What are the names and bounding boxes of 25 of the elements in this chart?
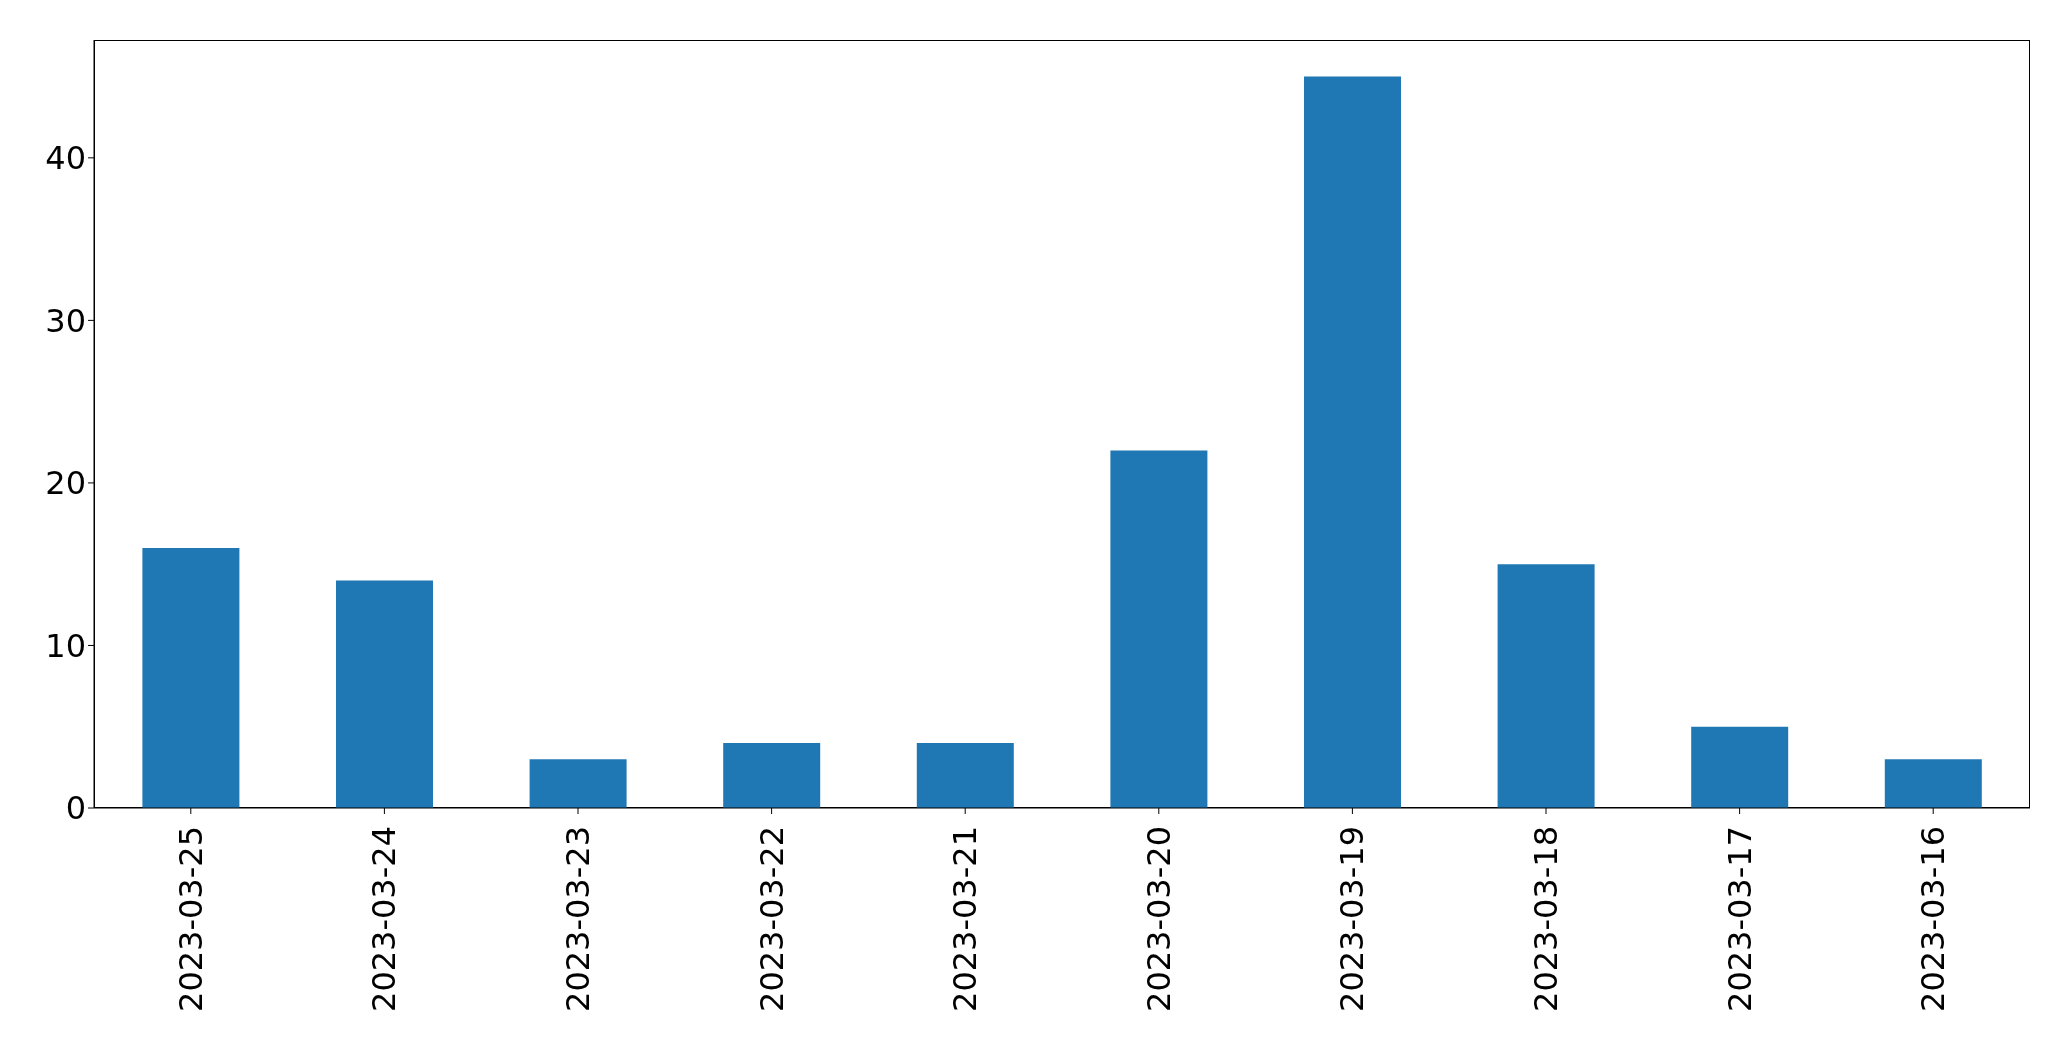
y-tick-label: 10	[45, 626, 86, 665]
x-tick-label: 2023-03-22	[752, 826, 791, 1012]
y-tick-label: 30	[45, 301, 86, 340]
bar	[1110, 450, 1208, 808]
bar	[1884, 759, 1982, 808]
bar	[723, 742, 821, 808]
x-tick-label: 2023-03-25	[171, 826, 210, 1012]
x-tick-label: 2023-03-18	[1527, 826, 1565, 1012]
bar	[916, 742, 1014, 808]
bar	[336, 580, 433, 808]
x-tick-label: 2023-03-21	[946, 826, 985, 1012]
x-tick-label: 2023-03-16	[1914, 826, 1953, 1012]
bar	[1691, 726, 1789, 808]
bar	[142, 547, 240, 808]
y-tick-label: 40	[45, 139, 86, 178]
y-tick-label: 20	[45, 464, 86, 503]
bar	[529, 759, 627, 808]
bar	[1497, 564, 1595, 808]
x-tick-label: 2023-03-23	[559, 826, 597, 1012]
y-tick-label: 0	[65, 789, 86, 828]
x-tick-label: 2023-03-24	[365, 826, 404, 1012]
x-tick-label: 2023-03-17	[1720, 826, 1759, 1012]
bar	[1304, 76, 1401, 808]
x-tick-label: 2023-03-19	[1333, 826, 1372, 1012]
x-tick-label: 2023-03-20	[1139, 826, 1178, 1012]
